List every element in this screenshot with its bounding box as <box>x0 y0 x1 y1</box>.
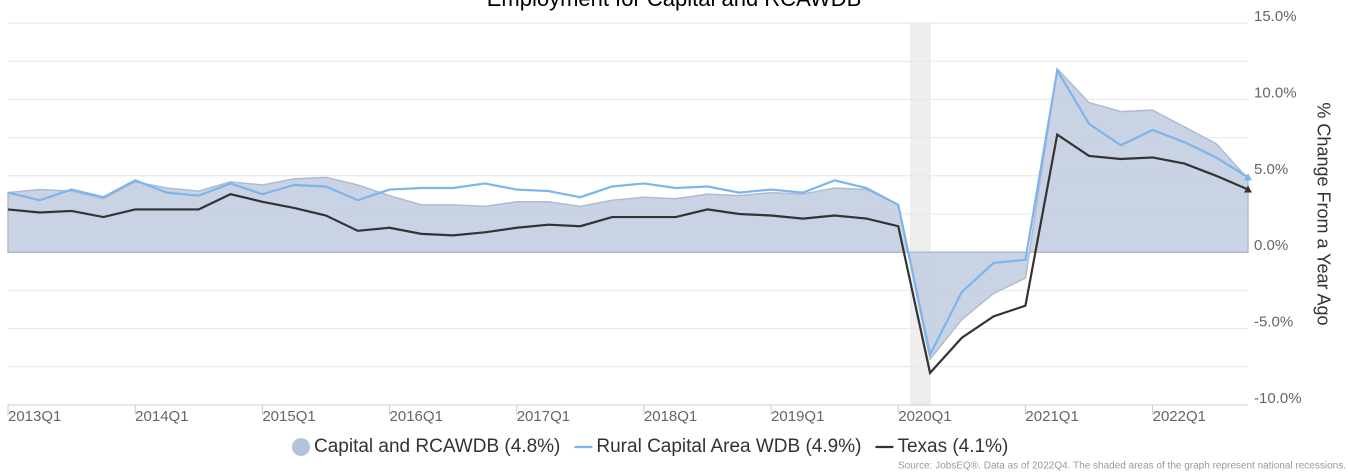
x-tick-label: 2015Q1 <box>262 408 315 425</box>
legend-label: Rural Capital Area WDB (4.9%) <box>596 436 861 457</box>
end-marker <box>1244 185 1252 193</box>
legend-symbol <box>292 438 310 456</box>
y-tick-label: 15.0% <box>1254 8 1297 25</box>
area <box>7 67 1249 361</box>
y-axis-label: % Change From a Year Ago <box>1313 102 1333 325</box>
x-tick-label: 2020Q1 <box>898 408 951 425</box>
source-note: Source: JobsEQ®. Data as of 2022Q4. The … <box>898 461 1346 472</box>
y-tick-label: 0.0% <box>1254 237 1288 254</box>
y-tick-label: -10.0% <box>1254 390 1302 407</box>
x-tick-label: 2022Q1 <box>1153 408 1206 425</box>
x-tick-label: 2016Q1 <box>390 408 443 425</box>
x-tick-label: 2019Q1 <box>771 408 824 425</box>
y-tick-label: -5.0% <box>1254 314 1293 331</box>
legend-label: Capital and RCAWDB (4.8%) <box>314 436 560 457</box>
y-tick-label: 5.0% <box>1254 161 1288 178</box>
x-tick-label: 2018Q1 <box>644 408 697 425</box>
x-tick-label: 2014Q1 <box>135 408 188 425</box>
y-tick-label: 10.0% <box>1254 84 1297 101</box>
end-marker <box>1244 173 1252 181</box>
x-tick-label: 2021Q1 <box>1025 408 1078 425</box>
line <box>7 132 1249 376</box>
x-tick-label: 2017Q1 <box>517 408 570 425</box>
chart-title: Employment for Capital and RCAWDB <box>487 0 862 11</box>
line <box>7 67 1249 358</box>
x-tick-label: 2013Q1 <box>8 408 61 425</box>
legend-label: Texas (4.1%) <box>897 436 1008 457</box>
